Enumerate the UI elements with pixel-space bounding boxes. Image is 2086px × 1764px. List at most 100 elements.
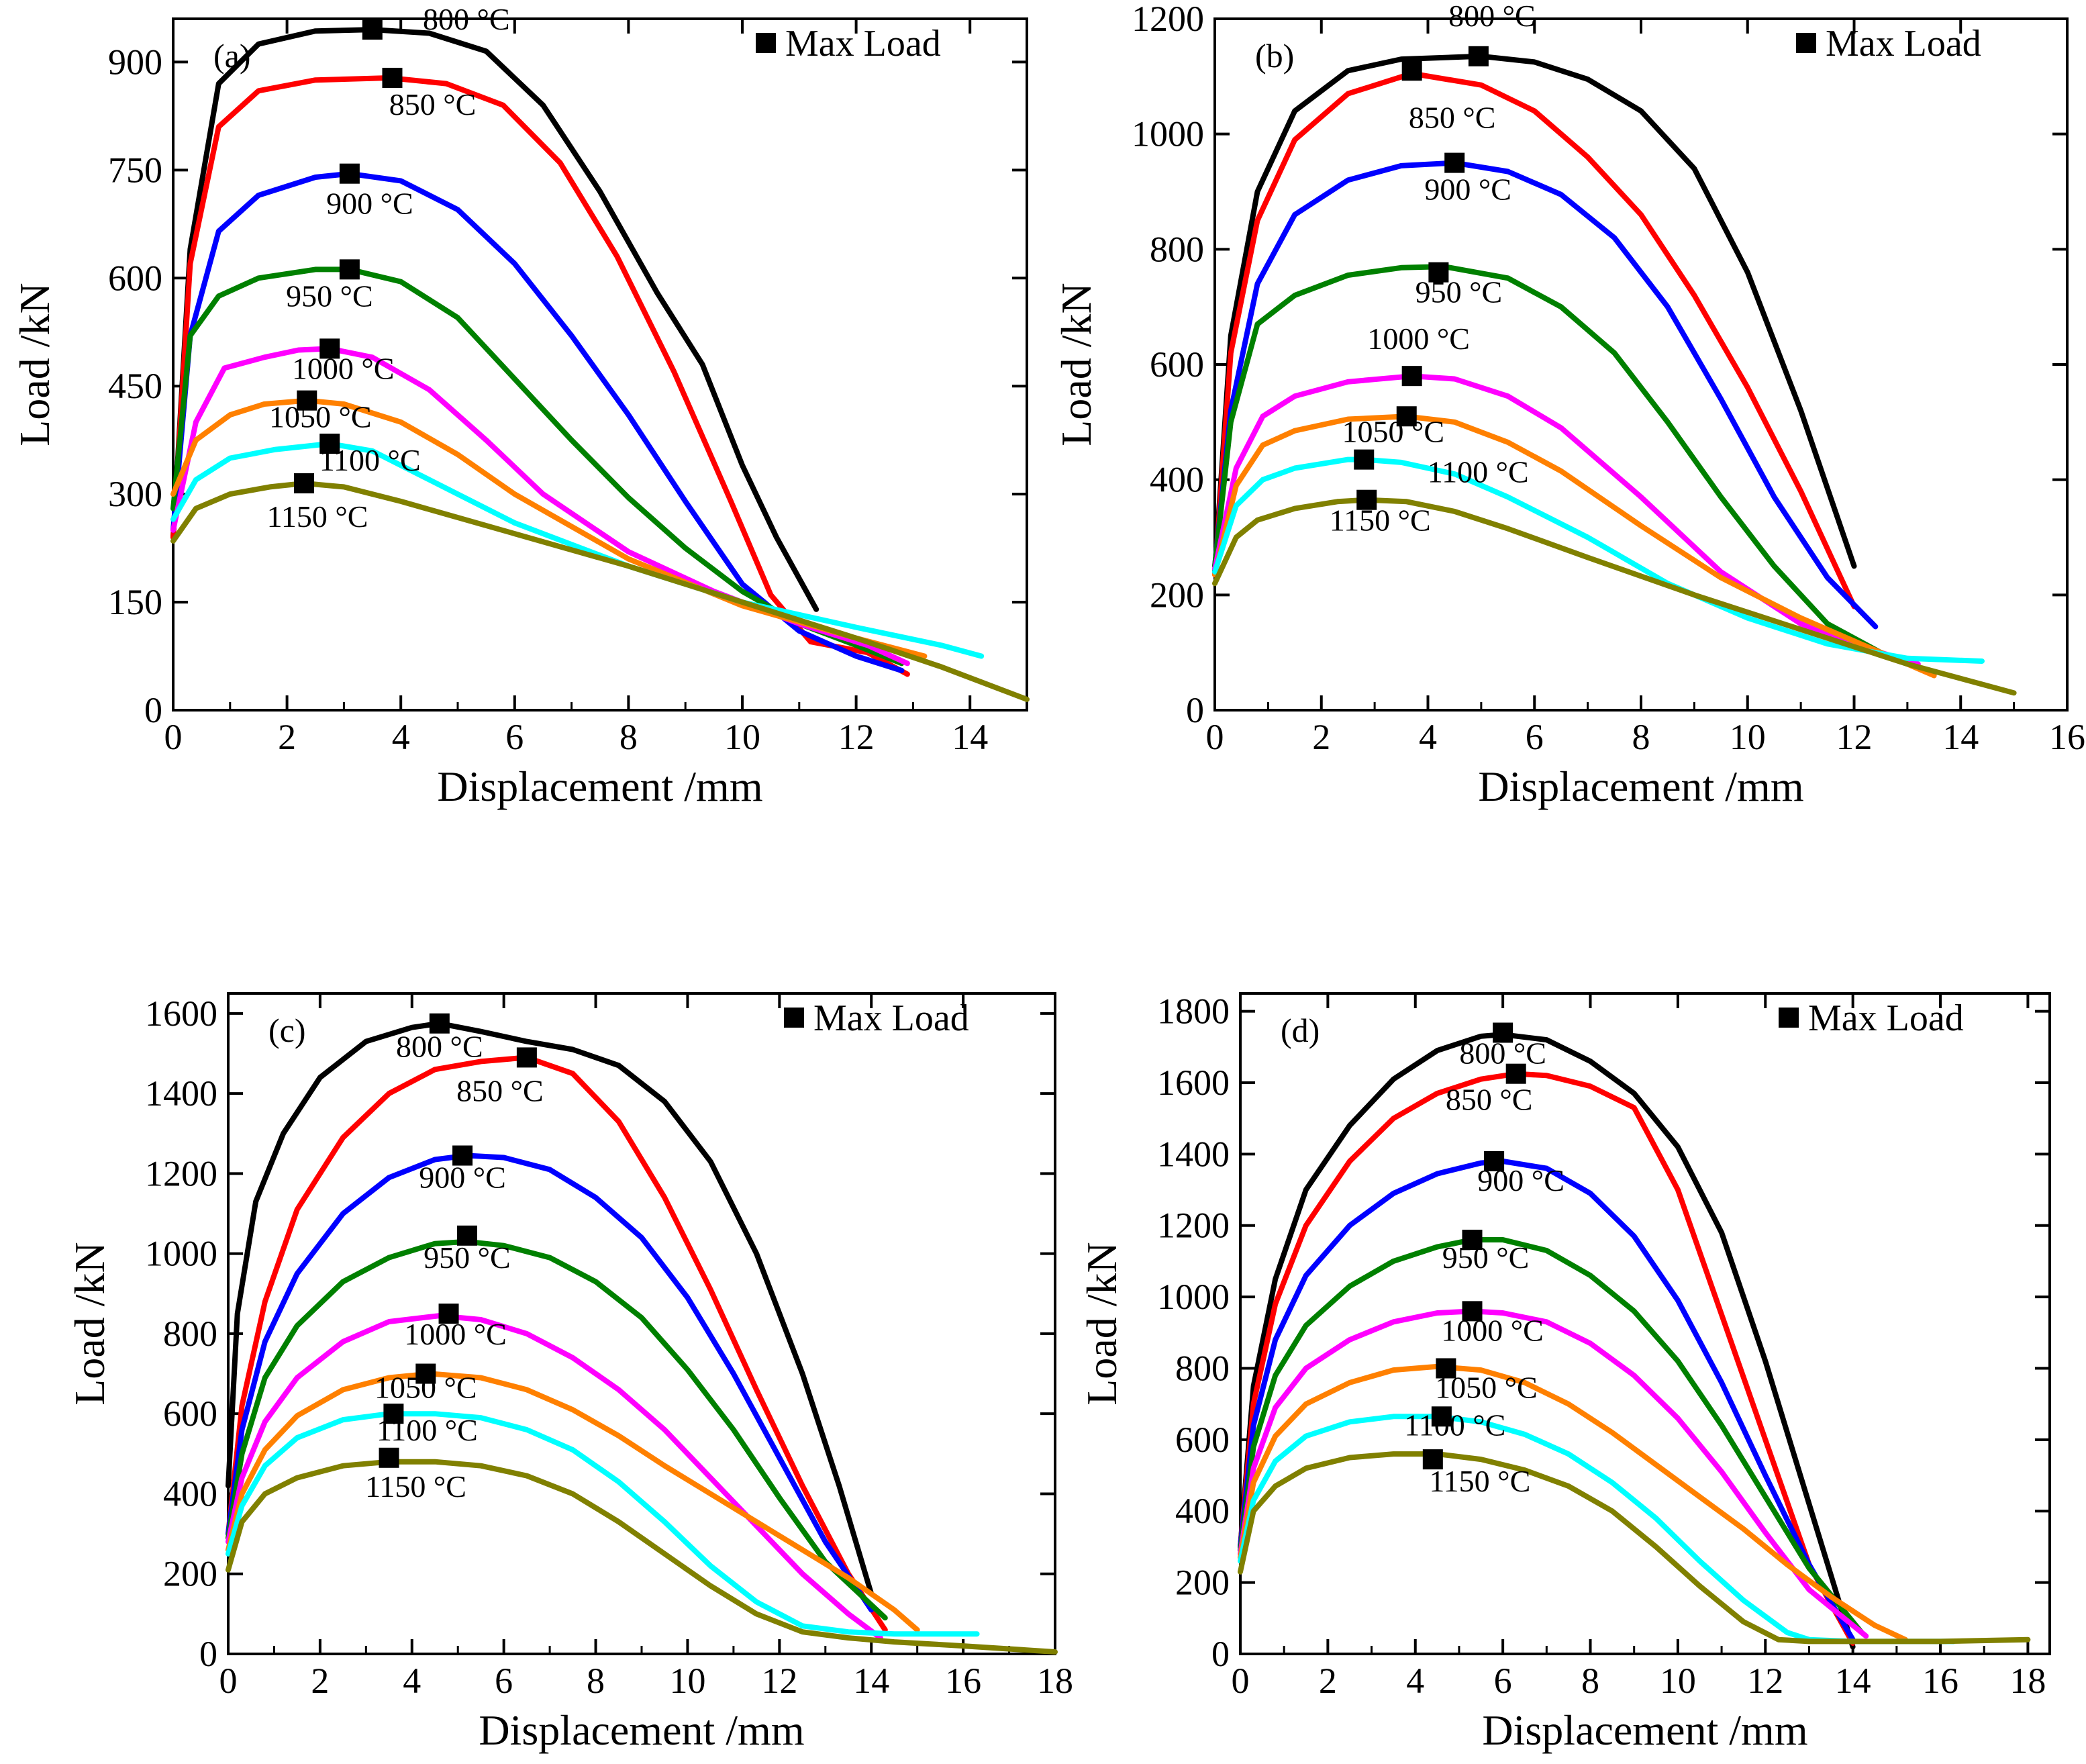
y-tick-label: 0	[144, 690, 162, 730]
series-line	[226, 1371, 920, 1633]
series-label: 1100 °C	[319, 443, 421, 477]
y-tick-label: 200	[1150, 575, 1204, 615]
y-tick-label: 1600	[145, 993, 217, 1034]
series-label: 900 °C	[1424, 173, 1511, 207]
y-tick-label: 800	[1175, 1348, 1230, 1388]
max-load-marker	[429, 1013, 450, 1034]
series-line	[1212, 70, 1857, 609]
y-tick-label: 150	[108, 582, 162, 622]
series-label: 1150 °C	[365, 1469, 466, 1504]
series-line	[1212, 373, 1921, 667]
y-axis-title: Load /kN	[1052, 283, 1100, 446]
series-line	[226, 1411, 980, 1637]
x-tick-label: 6	[1494, 1661, 1512, 1701]
series-label: 800 °C	[396, 1030, 483, 1064]
x-tick-label: 12	[1747, 1661, 1783, 1701]
x-tick-label: 0	[1206, 717, 1224, 757]
series-line	[1238, 1071, 1856, 1646]
series-label: 1000 °C	[404, 1317, 507, 1351]
series-line	[170, 397, 928, 659]
series-label: 900 °C	[1477, 1163, 1564, 1197]
x-tick-label: 6	[1526, 717, 1544, 757]
x-tick-label: 12	[1836, 717, 1873, 757]
max-load-marker	[339, 259, 360, 280]
series-line	[1238, 1032, 1856, 1650]
y-tick-label: 200	[1175, 1563, 1230, 1603]
series-label: 900 °C	[326, 187, 413, 221]
x-tick-label: 2	[1319, 1661, 1337, 1701]
series-line	[226, 1055, 888, 1633]
max-load-marker	[1356, 489, 1377, 510]
x-tick-label: 8	[1632, 717, 1650, 757]
series-line	[1238, 1308, 1869, 1639]
y-tick-label: 300	[108, 474, 162, 514]
x-tick-label: 16	[1922, 1661, 1958, 1701]
x-tick-label: 0	[164, 717, 183, 757]
series-line	[1212, 497, 2017, 696]
series-label: 1100 °C	[1428, 455, 1529, 489]
series-label: 800 °C	[1448, 0, 1536, 33]
y-tick-label: 200	[163, 1554, 217, 1594]
y-tick-label: 400	[1175, 1491, 1230, 1531]
max-load-marker	[339, 163, 360, 184]
legend-label: Max Load	[1826, 23, 1981, 64]
max-load-marker	[319, 338, 340, 359]
max-load-marker	[452, 1145, 473, 1166]
series-line	[1238, 1451, 2031, 1645]
y-tick-label: 0	[1211, 1634, 1230, 1674]
y-tick-label: 750	[108, 150, 162, 190]
max-load-marker	[1354, 449, 1375, 470]
x-tick-label: 16	[2049, 717, 2085, 757]
plot-frame	[227, 992, 1056, 1655]
series-line	[170, 266, 905, 667]
max-load-marker	[1462, 1230, 1483, 1251]
x-axis-title: Displacement /mm	[1478, 763, 1803, 810]
max-load-marker	[1401, 366, 1422, 387]
x-axis-title: Displacement /mm	[437, 763, 762, 810]
max-load-marker	[362, 19, 383, 40]
y-axis-title: Load /kN	[11, 283, 58, 446]
max-load-marker	[1396, 406, 1417, 427]
x-tick-label: 14	[853, 1661, 889, 1701]
series-line	[1238, 1159, 1856, 1643]
y-tick-label: 1200	[1132, 0, 1204, 39]
series-label: 1150 °C	[1429, 1464, 1530, 1498]
series-label: 950 °C	[424, 1240, 511, 1275]
series-label: 1050 °C	[1435, 1370, 1538, 1404]
x-tick-label: 14	[952, 717, 988, 757]
max-load-marker	[1462, 1301, 1483, 1322]
legend-label: Max Load	[785, 23, 941, 64]
legend-marker	[1779, 1008, 1799, 1028]
max-load-marker	[415, 1363, 436, 1384]
y-tick-label: 0	[1186, 690, 1204, 730]
y-tick-label: 600	[1150, 344, 1204, 385]
x-tick-label: 2	[1312, 717, 1330, 757]
y-axis-title: Load /kN	[1078, 1242, 1126, 1406]
series-line	[170, 27, 820, 612]
max-load-marker	[1422, 1449, 1443, 1470]
series-label: 1150 °C	[267, 499, 368, 534]
series-line	[170, 75, 910, 677]
x-tick-label: 2	[311, 1661, 329, 1701]
max-load-marker	[1468, 46, 1489, 66]
y-tick-label: 1400	[145, 1073, 217, 1114]
series-label: 850 °C	[1446, 1083, 1533, 1117]
y-tick-label: 400	[163, 1473, 217, 1514]
max-load-marker	[1484, 1150, 1505, 1171]
max-load-marker	[1428, 262, 1449, 283]
chart-panel-d: 0 2 4 6 8 10 12 14 16 18 0 200 400 600 800 1000 1200 1400…	[1078, 991, 2051, 1754]
x-tick-label: 6	[495, 1661, 513, 1701]
series-label: 950 °C	[1416, 275, 1503, 309]
max-load-marker	[319, 434, 340, 454]
series-label: 850 °C	[389, 87, 477, 121]
series-line	[226, 1020, 875, 1597]
series-line	[1238, 1237, 1865, 1636]
x-tick-label: 8	[619, 717, 638, 757]
x-tick-label: 4	[1406, 1661, 1424, 1701]
max-load-marker	[1493, 1022, 1513, 1043]
plot-frame	[1239, 992, 2051, 1655]
series-label: 1150 °C	[1330, 503, 1431, 538]
x-tick-label: 14	[1835, 1661, 1871, 1701]
max-load-marker	[383, 1404, 404, 1424]
